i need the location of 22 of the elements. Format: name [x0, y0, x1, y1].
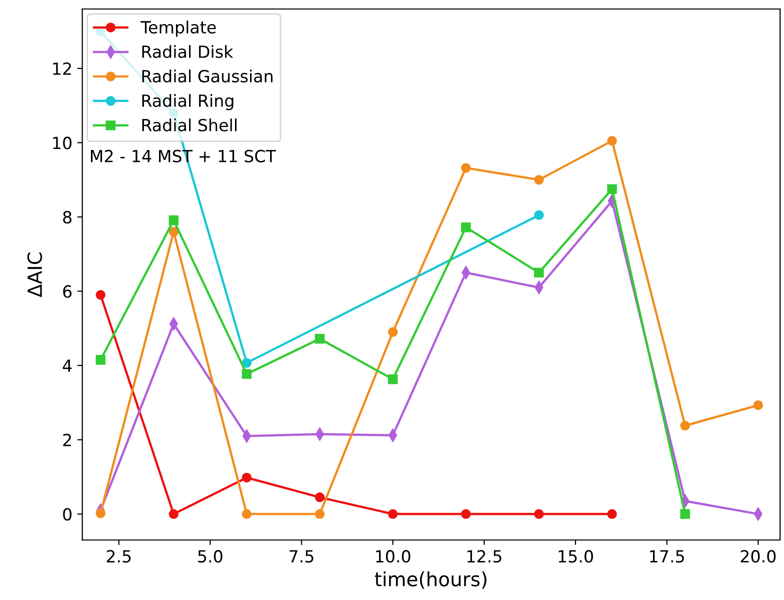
legend-label: Radial Ring: [142, 94, 234, 110]
x-tick-label: 7.5: [290, 550, 314, 563]
y-tick-label: 0: [63, 508, 72, 521]
y-tick-label: 8: [63, 210, 72, 224]
legend-label: Radial Disk: [142, 45, 234, 58]
y-tick-label: 6: [63, 285, 72, 298]
x-tick-label: 17.5: [650, 550, 684, 563]
legend-label: Radial Gaussian: [142, 70, 272, 82]
x-axis-title: time(hours): [374, 571, 486, 589]
x-tick-label: 20.0: [740, 550, 776, 563]
y-tick-label: 12: [53, 62, 71, 75]
x-tick-label: 12.5: [467, 550, 502, 563]
y-tick-label: 4: [62, 360, 72, 372]
y-tick-label: 10: [53, 136, 72, 150]
x-tick-label: 2.5: [106, 550, 131, 563]
y-axis-title: ΔAIC: [27, 252, 42, 298]
legend-label: Radial Shell: [142, 118, 237, 132]
legend-label: Template: [140, 20, 216, 37]
x-tick-label: 10.0: [376, 550, 410, 563]
x-tick-label: 15.0: [558, 550, 593, 563]
y-tick-label: 2: [63, 434, 71, 446]
x-tick-label: 5.0: [198, 550, 222, 563]
